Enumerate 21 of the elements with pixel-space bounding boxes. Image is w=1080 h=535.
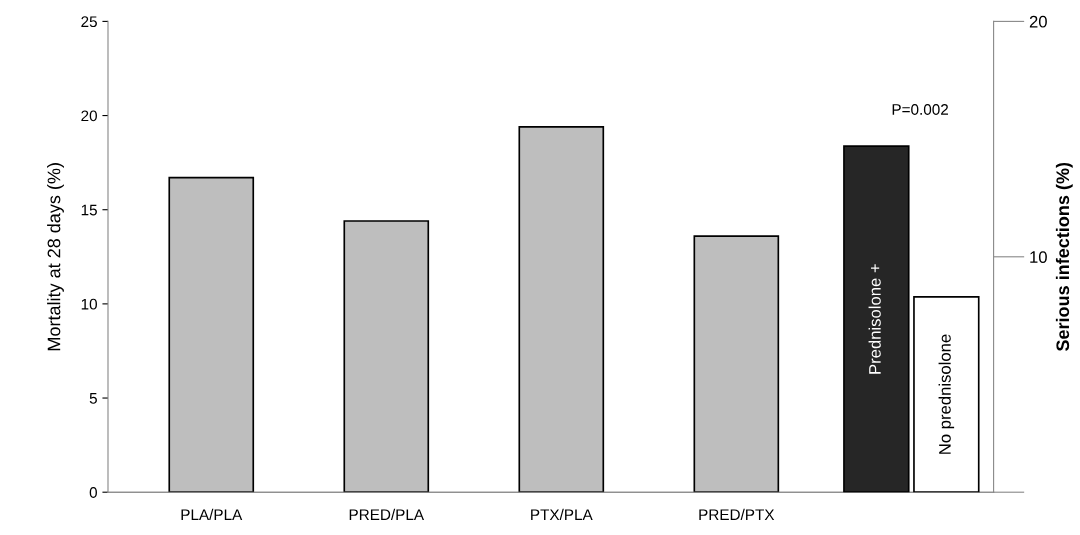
y-tick-label: 15 bbox=[81, 204, 97, 216]
series-label: No prednisolone bbox=[938, 334, 955, 454]
annotation: P=0.002 bbox=[892, 104, 948, 115]
bar bbox=[343, 220, 430, 493]
x-tick-label: PTX/PLA bbox=[531, 508, 593, 521]
bar bbox=[693, 235, 780, 493]
y-tick-label: 5 bbox=[89, 393, 97, 404]
series-label: Prednisolone + bbox=[868, 264, 881, 374]
y-tick-label: 25 bbox=[81, 16, 97, 28]
x-tick-label: PLA/PLA bbox=[181, 508, 243, 521]
y-tick-label: 20 bbox=[81, 110, 97, 122]
y-tick-label: 0 bbox=[89, 487, 97, 498]
y2-axis-title: Serious infections (%) bbox=[1055, 162, 1073, 352]
bar bbox=[168, 176, 255, 493]
bar bbox=[518, 126, 605, 493]
x-tick-label: PRED/PLA bbox=[349, 508, 425, 521]
y2-tick-label: 20 bbox=[1029, 15, 1047, 28]
y-axis-title: Mortality at 28 days (%) bbox=[47, 163, 64, 351]
y2-tick-label: 10 bbox=[1030, 251, 1047, 263]
x-tick-label: PRED/PTX bbox=[699, 508, 775, 521]
y-tick-label: 10 bbox=[81, 298, 97, 310]
